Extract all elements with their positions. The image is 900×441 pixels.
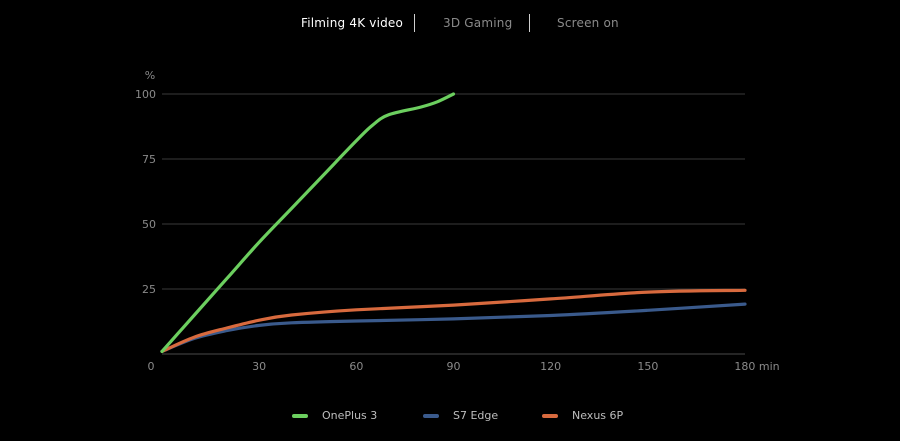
tab-separator [414,14,415,32]
x-tick-label: 120 [540,360,561,373]
legend-label: S7 Edge [453,409,499,422]
tab-screen-on[interactable]: Screen on [557,16,619,30]
legend-item: Nexus 6P [542,409,623,422]
legend-label: OnePlus 3 [322,409,378,422]
y-tick-label: 25 [142,283,156,296]
series-line-nexus-6p [160,288,747,353]
y-unit-label: % [145,69,155,82]
x-tick-label: 30 [252,360,266,373]
tab-filming-4k-video[interactable]: Filming 4K video [301,16,404,30]
x-tick-label: 60 [349,360,363,373]
y-tick-label: 75 [142,153,156,166]
legend-swatch [292,413,308,418]
x-tick-label: 180 min [734,360,779,373]
tab-3d-gaming[interactable]: 3D Gaming [443,16,513,30]
x-tick-label: 150 [637,360,658,373]
chart-tabs: Filming 4K video 3D Gaming Screen on [0,14,900,34]
chart-legend: OnePlus 3 S7 Edge Nexus 6P [0,409,900,425]
x-tick-label: 90 [447,360,461,373]
series-line-s7-edge [160,302,747,353]
legend-label: Nexus 6P [572,409,624,422]
x-tick-label: 0 [148,360,155,373]
y-tick-label: 100 [135,88,156,101]
legend-item: S7 Edge [423,409,498,422]
legend-swatch [542,413,558,418]
y-tick-label: 50 [142,218,156,231]
legend-swatch [423,413,439,418]
legend-item: OnePlus 3 [292,409,377,422]
tab-separator [529,14,530,32]
series-line-oneplus-3 [160,92,456,353]
